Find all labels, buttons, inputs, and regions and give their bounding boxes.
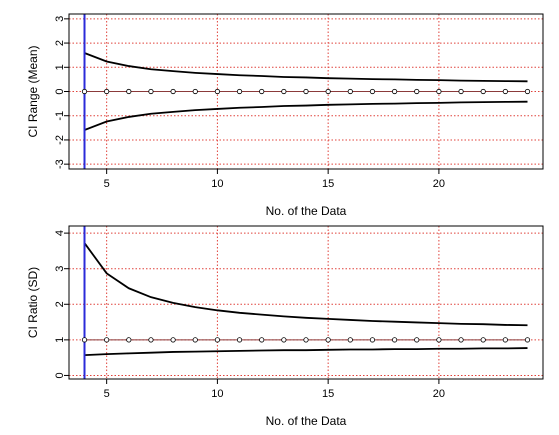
center-point: [170, 337, 176, 343]
center-point: [148, 88, 154, 95]
center-point: [303, 337, 309, 343]
center-point: [480, 88, 486, 95]
y-axis-label: CI Range (Mean): [26, 45, 40, 137]
y-tick-label: 0: [54, 372, 66, 378]
center-point: [104, 337, 110, 343]
y-tick-label: 0: [54, 88, 66, 94]
center-point: [414, 337, 420, 343]
plot-frame: [68, 225, 544, 380]
x-tick-label: 5: [104, 178, 110, 190]
y-tick-label: -3: [54, 159, 66, 169]
center-point: [369, 88, 376, 95]
center-point: [325, 88, 331, 95]
upper-bound-line: [83, 242, 528, 327]
center-point: [325, 337, 331, 343]
y-tick-label: 3: [54, 266, 66, 272]
upper-bound-line: [84, 52, 528, 83]
center-point: [524, 337, 531, 343]
center-point: [148, 337, 154, 343]
x-axis: 5 10 15 20: [104, 379, 445, 400]
center-point: [259, 337, 265, 343]
ci-lines: [83, 226, 528, 379]
center-point: [214, 88, 221, 95]
center-point: [259, 88, 265, 95]
center-point: [458, 88, 464, 95]
y-tick-label: 2: [54, 40, 66, 46]
center-point: [414, 88, 420, 95]
y-tick-label: 1: [54, 64, 66, 70]
center-point: [303, 88, 309, 95]
x-tick-label: 10: [211, 178, 223, 190]
y-tick-label: 2: [54, 301, 66, 307]
center-point: [369, 337, 376, 343]
center-points: [81, 88, 531, 95]
center-point: [192, 88, 198, 95]
y-axis: 0 1 2 3 4: [54, 230, 69, 379]
center-point: [347, 337, 353, 343]
center-point: [104, 88, 110, 95]
center-point: [236, 88, 243, 95]
lower-bound-line: [84, 347, 528, 357]
y-axis: -3 -2 -1 0 1 2 3: [54, 16, 69, 169]
x-tick-label: 15: [322, 178, 334, 190]
center-point: [436, 88, 442, 95]
center-point: [170, 88, 176, 95]
y-tick-label: 3: [54, 16, 66, 22]
x-tick-label: 10: [211, 388, 223, 400]
center-point: [502, 88, 508, 95]
center-point: [81, 337, 88, 343]
y-axis-label: CI Ratio (SD): [26, 267, 40, 338]
panel-ci-ratio-sd: 5 10 15 20 0 1 2 3 4 No. of the Data CI Ratio (…: [26, 225, 544, 428]
center-point: [281, 337, 287, 343]
x-tick-label: 20: [433, 388, 445, 400]
center-point: [458, 337, 464, 343]
center-points: [81, 337, 531, 343]
x-axis: 5 10 15 20: [104, 169, 445, 190]
center-point: [347, 88, 353, 95]
x-tick-label: 5: [104, 388, 110, 400]
y-tick-label: -2: [54, 135, 66, 145]
center-point: [126, 337, 132, 343]
center-point: [236, 337, 243, 343]
center-point: [524, 88, 531, 95]
center-point: [391, 337, 398, 343]
y-tick-label: 1: [54, 337, 66, 343]
center-point: [480, 337, 486, 343]
y-tick-label: 4: [54, 230, 66, 236]
center-point: [81, 88, 88, 95]
panel-ci-range-mean: 5 10 15 20 -3 -2 -1 0 1 2 3 No. of the Data CI Ra…: [26, 13, 544, 218]
lower-bound-line: [84, 100, 528, 131]
center-point: [391, 88, 398, 95]
center-point: [214, 337, 221, 343]
center-point: [281, 88, 287, 95]
x-axis-label: No. of the Data: [266, 414, 347, 428]
x-tick-label: 15: [322, 388, 334, 400]
center-point: [502, 337, 508, 343]
center-point: [126, 88, 132, 95]
center-point: [436, 337, 442, 343]
grid-lines: [69, 226, 543, 379]
center-point: [192, 337, 198, 343]
x-tick-label: 20: [433, 178, 445, 190]
x-axis-label: No. of the Data: [266, 204, 347, 218]
y-tick-label: -1: [54, 111, 66, 121]
